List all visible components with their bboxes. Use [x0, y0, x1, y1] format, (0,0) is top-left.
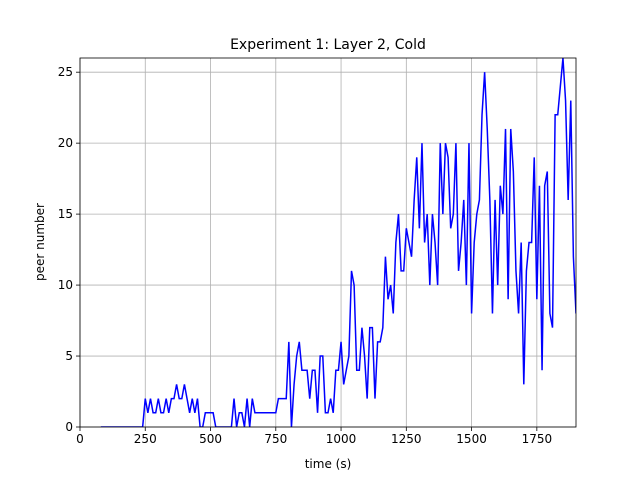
x-tick-label: 1750: [522, 432, 553, 446]
y-tick-label: 10: [58, 278, 73, 292]
x-tick-label: 500: [199, 432, 222, 446]
y-tick-label: 5: [65, 349, 73, 363]
x-tick-label: 0: [76, 432, 84, 446]
x-tick-label: 1500: [456, 432, 487, 446]
y-axis-label: peer number: [33, 203, 47, 281]
plot-frame: [79, 57, 577, 428]
y-tick-label: 15: [58, 207, 73, 221]
y-tick-label: 0: [65, 420, 73, 434]
data-line: [100, 58, 576, 427]
y-tick-label: 25: [58, 65, 73, 79]
y-tick-label: 20: [58, 136, 73, 150]
x-axis-label: time (s): [305, 457, 352, 471]
chart-title: Experiment 1: Layer 2, Cold: [230, 37, 426, 53]
x-tick-label: 750: [264, 432, 287, 446]
x-tick-label: 1250: [391, 432, 422, 446]
x-tick-label: 1000: [326, 432, 357, 446]
x-tick-label: 250: [134, 432, 157, 446]
